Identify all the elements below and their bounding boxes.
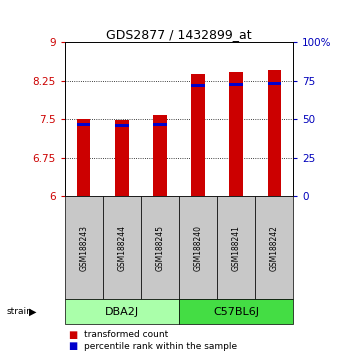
Text: C57BL6J: C57BL6J <box>213 307 259 316</box>
Text: ■: ■ <box>68 341 77 351</box>
Text: GSM188241: GSM188241 <box>232 225 241 271</box>
Text: DBA2J: DBA2J <box>105 307 139 316</box>
Bar <box>77 122 90 126</box>
Text: strain: strain <box>7 307 33 316</box>
Bar <box>268 70 281 196</box>
Text: GSM188242: GSM188242 <box>270 225 279 271</box>
Text: GSM188244: GSM188244 <box>117 225 127 271</box>
Bar <box>229 72 243 196</box>
Bar <box>153 122 167 126</box>
Title: GDS2877 / 1432899_at: GDS2877 / 1432899_at <box>106 28 252 41</box>
Bar <box>229 83 243 86</box>
Bar <box>191 74 205 196</box>
Bar <box>153 115 167 196</box>
Text: GSM188245: GSM188245 <box>155 225 164 271</box>
Text: ■: ■ <box>68 330 77 339</box>
Text: ▶: ▶ <box>29 307 36 316</box>
Bar <box>77 120 90 196</box>
Text: GSM188240: GSM188240 <box>194 225 203 271</box>
Text: percentile rank within the sample: percentile rank within the sample <box>84 342 237 351</box>
Text: transformed count: transformed count <box>84 330 168 339</box>
Bar <box>115 124 129 127</box>
Bar <box>115 120 129 196</box>
Bar <box>191 84 205 87</box>
Text: GSM188243: GSM188243 <box>79 225 88 271</box>
Bar <box>268 82 281 85</box>
